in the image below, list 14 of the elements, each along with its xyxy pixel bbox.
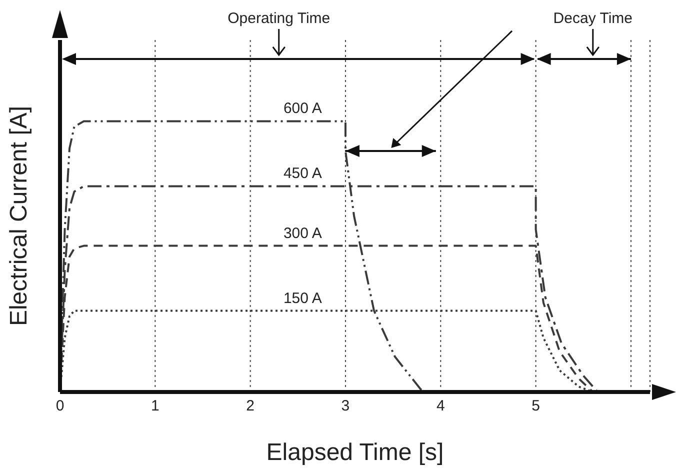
series-label: 450 A (283, 165, 322, 182)
x-axis-title: Elapsed Time [s] (266, 439, 444, 466)
text: Decay Time (553, 10, 633, 27)
x-tick-label: 4 (436, 398, 445, 415)
series-label: 600 A (283, 100, 322, 118)
x-tick-label: 5 (532, 398, 540, 415)
x-tick-label: 3 (341, 398, 350, 415)
series-label: 150 A (283, 290, 322, 307)
series-label: 300 A (283, 224, 322, 242)
x-tick-label: 0 (56, 398, 64, 415)
x-tick-label: 2 (246, 398, 254, 415)
text: Operating Time (228, 10, 330, 27)
x-tick-label: 1 (150, 398, 160, 415)
y-axis-title: Electrical Current [A] (5, 106, 32, 326)
